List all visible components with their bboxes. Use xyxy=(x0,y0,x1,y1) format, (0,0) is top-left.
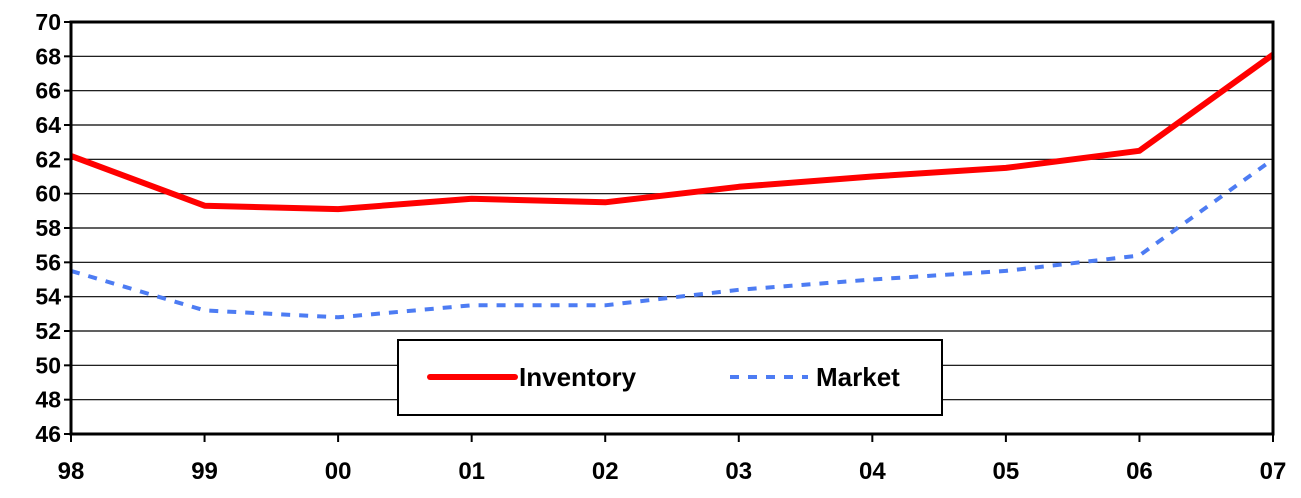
legend-label-market: Market xyxy=(816,362,900,392)
y-tick-label: 54 xyxy=(35,284,61,310)
series-line-market xyxy=(70,157,1275,320)
y-tick-label: 62 xyxy=(35,146,61,172)
x-tick-label: 98 xyxy=(58,458,85,485)
y-tick-label: 58 xyxy=(35,215,61,241)
y-axis-ticks: 46 48 50 52 54 56 58 60 62 64 66 68 70 xyxy=(35,9,71,447)
series-layer xyxy=(69,52,1275,320)
series-line-inventory xyxy=(69,52,1275,213)
legend-box xyxy=(397,339,943,416)
x-tick-label: 01 xyxy=(458,458,485,485)
y-tick-label: 66 xyxy=(35,78,61,104)
x-tick-label: 07 xyxy=(1260,458,1287,485)
y-tick-label: 52 xyxy=(35,318,61,344)
x-tick-label: 02 xyxy=(592,458,619,485)
x-tick-label: 00 xyxy=(325,458,352,485)
plot-area-border xyxy=(69,20,1275,436)
y-tick-label: 60 xyxy=(35,181,61,207)
legend-label-inventory: Inventory xyxy=(519,362,637,392)
y-tick-label: 68 xyxy=(35,43,61,69)
x-tick-label: 04 xyxy=(859,458,886,485)
x-tick-label: 06 xyxy=(1126,458,1153,485)
x-tick-label: 99 xyxy=(191,458,218,485)
legend: Inventory Market xyxy=(397,339,943,416)
y-tick-label: 50 xyxy=(35,352,61,378)
x-axis-ticks: 98 99 00 01 02 03 04 05 06 07 xyxy=(58,434,1287,485)
gridlines xyxy=(71,55,1273,401)
y-tick-label: 46 xyxy=(35,421,61,447)
y-tick-label: 48 xyxy=(35,387,61,413)
x-tick-label: 05 xyxy=(993,458,1020,485)
y-tick-label: 56 xyxy=(35,249,61,275)
y-tick-label: 64 xyxy=(35,112,61,138)
x-tick-label: 03 xyxy=(725,458,752,485)
y-tick-label: 70 xyxy=(35,9,61,35)
